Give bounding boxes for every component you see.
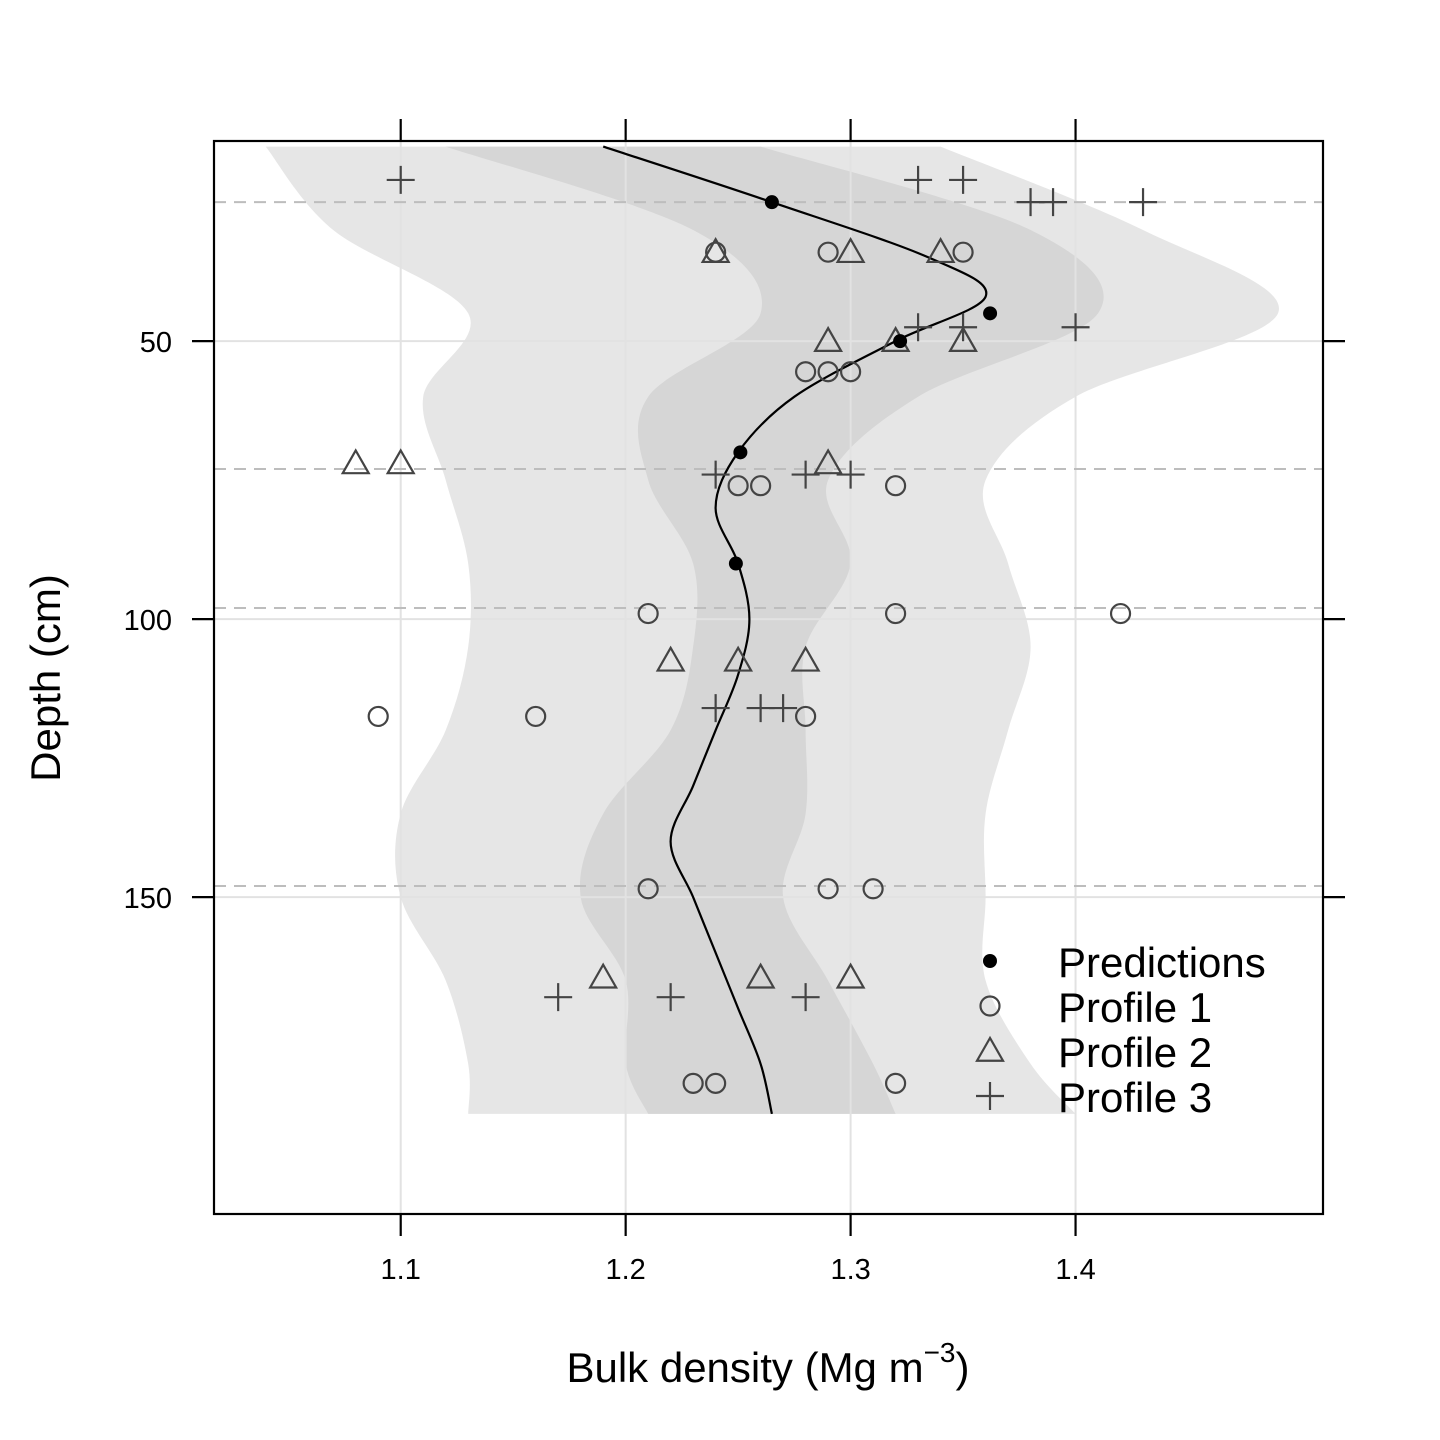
profile-3-point — [1061, 313, 1090, 342]
profile-3-point — [386, 165, 415, 194]
profile-3-point — [769, 694, 798, 723]
profile-2-point — [723, 645, 754, 672]
profile-3-point — [791, 983, 820, 1012]
profile-2-point — [813, 448, 844, 475]
profile-1-point — [952, 241, 974, 263]
profile-3-point — [791, 460, 820, 489]
x-tick-label: 1.4 — [1055, 1254, 1095, 1286]
y-tick-label: 150 — [124, 883, 172, 915]
profile-2-point — [340, 448, 371, 475]
profile-1-point — [750, 475, 772, 497]
inner-confidence-band — [445, 146, 1104, 1114]
profile-1-point — [840, 361, 862, 383]
profile-2-point — [700, 236, 731, 264]
legend-profile-1-label: Profile 1 — [1058, 984, 1212, 1031]
profile-1-point — [884, 602, 907, 625]
y-tick-label: 50 — [140, 327, 172, 359]
profile-2-point — [790, 645, 821, 672]
profile-2-point — [925, 236, 956, 264]
predictions-point — [764, 195, 779, 210]
x-tick-label: 1.3 — [830, 1254, 870, 1286]
profile-1-point — [817, 361, 839, 383]
profile-3-point — [949, 313, 978, 342]
profile-1-point — [884, 475, 907, 497]
profile-1-point — [682, 1072, 704, 1094]
legend-predictions-marker — [983, 954, 997, 968]
profile-1-point — [705, 1072, 727, 1094]
predictions-point — [893, 334, 908, 349]
profile-2-point — [948, 325, 978, 352]
profile-1-point — [862, 878, 884, 900]
profile-1-point — [817, 878, 839, 900]
x-axis-title: Bulk density (Mg m−3) — [566, 1337, 969, 1391]
profile-1-point — [795, 361, 817, 383]
legend-predictions-label: Predictions — [1058, 939, 1266, 986]
y-tick-label: 100 — [124, 605, 172, 637]
profile-2-point — [655, 645, 686, 672]
profile-3-point — [836, 460, 865, 489]
y-axis-title: Depth (cm) — [22, 574, 69, 782]
profile-2-point — [385, 448, 416, 475]
predictions-point — [983, 306, 998, 321]
profile-2-point — [745, 962, 776, 989]
legend-profile-1-marker — [979, 995, 1001, 1017]
axis-tick-labels: 1.1 1.2 1.3 1.4 50 100 150 — [124, 327, 1096, 1286]
plot-frame — [212, 139, 1325, 1216]
predictions-point — [733, 445, 748, 460]
profile-2-point — [835, 236, 866, 264]
x-tick-label: 1.2 — [605, 1254, 645, 1286]
legend-profile-3-label: Profile 3 — [1058, 1074, 1212, 1121]
legend-profile-3-marker — [976, 1082, 1004, 1110]
profile-1-point — [367, 705, 389, 728]
x-tick-label: 1.1 — [381, 1254, 421, 1286]
profile-3-point — [656, 983, 685, 1012]
profile-3-point — [1039, 188, 1068, 217]
profile-3-point — [904, 313, 933, 342]
confidence-bands — [265, 146, 1279, 1114]
profile-2-point — [588, 962, 619, 989]
profile-1-point — [525, 705, 547, 728]
profile-3-point — [701, 460, 730, 489]
profile-1-point — [795, 705, 817, 728]
profile-1-point — [727, 475, 749, 497]
profile-3-point — [904, 165, 933, 194]
profile-3-point — [1129, 188, 1158, 217]
predictions-point — [728, 556, 743, 571]
profile-3-point — [701, 694, 730, 723]
axis-ticks — [192, 119, 1345, 1236]
profile-2-point — [835, 962, 866, 989]
profile-1-point — [637, 602, 659, 625]
profile-1-point — [1109, 602, 1132, 625]
profile-1-point — [817, 241, 839, 263]
profile-1-point — [884, 1072, 907, 1094]
profile-3-point — [544, 983, 573, 1012]
legend-profile-2-label: Profile 2 — [1058, 1029, 1212, 1076]
profile-2-point — [813, 325, 844, 352]
profile-1-point — [637, 878, 659, 900]
legend-profile-2-marker — [975, 1035, 1005, 1062]
data-points — [340, 165, 1158, 1094]
profile-3-point — [949, 165, 978, 194]
